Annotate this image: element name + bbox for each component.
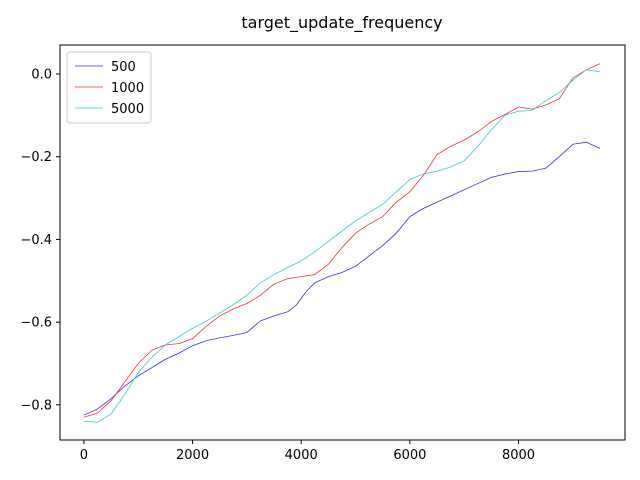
x-tick-label: 6000: [393, 448, 426, 463]
series-line-500: [83, 141, 601, 416]
y-tick-label: −0.4: [20, 233, 52, 248]
chart-title: target_update_frequency: [241, 13, 442, 33]
legend-label-5000: 5000: [111, 102, 144, 117]
y-tick-label: −0.6: [20, 316, 52, 331]
y-tick-label: −0.2: [20, 150, 52, 165]
series-line-1000: [83, 63, 601, 418]
legend-label-500: 500: [111, 60, 136, 75]
plot-area: [59, 44, 626, 441]
y-tick-label: 0.0: [31, 67, 52, 82]
y-axis: −0.8 −0.6 −0.4 −0.2 0.0: [20, 67, 60, 413]
series-layer: [83, 63, 601, 423]
x-tick-label: 2000: [176, 448, 209, 463]
series-line-5000: [83, 69, 601, 423]
axes-frame: [59, 44, 626, 441]
y-tick-label: −0.8: [20, 398, 52, 413]
x-tick-label: 0: [80, 448, 88, 463]
x-axis: 0 2000 4000 6000 8000: [80, 440, 535, 463]
legend-label-1000: 1000: [111, 81, 144, 96]
x-tick-label: 8000: [502, 448, 535, 463]
legend: 500 1000 5000: [66, 51, 152, 124]
x-tick-label: 4000: [285, 448, 318, 463]
legend-box: [66, 51, 152, 124]
